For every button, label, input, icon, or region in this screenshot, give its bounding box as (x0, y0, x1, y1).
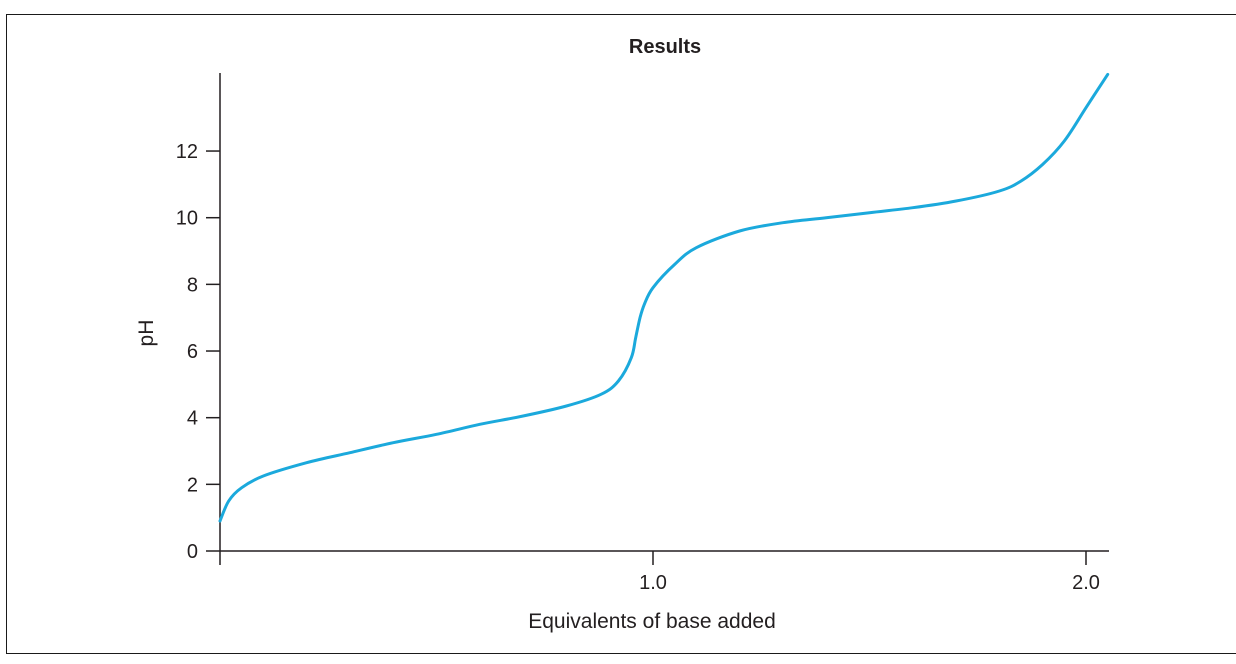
chart-title: Results (629, 36, 701, 58)
x-axis-label: Equivalents of base added (528, 610, 776, 633)
y-ticks: 0 2 4 6 8 10 12 (176, 141, 220, 563)
y-axis-label: pH (135, 320, 158, 347)
y-tick-label: 0 (187, 541, 198, 563)
x-tick-label: 2.0 (1072, 572, 1100, 594)
x-ticks: 1.0 2.0 (219, 551, 1100, 594)
y-tick-label: 8 (187, 274, 198, 296)
x-tick-label: 1.0 (639, 572, 667, 594)
chart-frame (6, 14, 1236, 654)
y-tick-label: 10 (176, 208, 198, 230)
y-tick-label: 6 (187, 341, 198, 363)
y-tick-label: 12 (176, 141, 198, 163)
y-tick-label: 4 (187, 408, 198, 430)
titration-curve (218, 72, 1110, 523)
y-tick-label: 2 (187, 474, 198, 496)
